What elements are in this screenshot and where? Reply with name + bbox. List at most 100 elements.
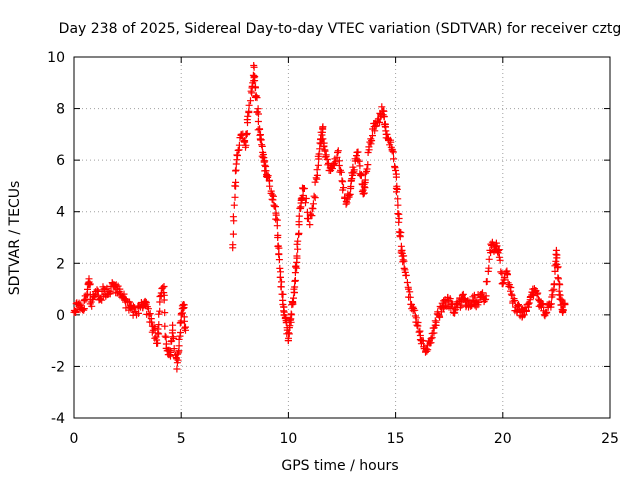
data-point-marker (254, 118, 262, 125)
data-point-marker (432, 321, 440, 329)
data-point-marker (306, 221, 314, 229)
data-point-marker (155, 321, 163, 329)
data-point-marker (161, 332, 169, 340)
data-point-marker (321, 146, 329, 154)
data-point-marker (144, 305, 152, 313)
data-point-marker (98, 296, 106, 304)
data-point-marker (287, 318, 295, 326)
data-point-marker (146, 310, 154, 318)
data-point-marker (284, 337, 292, 345)
data-point-marker (504, 271, 511, 279)
data-point-marker (347, 176, 355, 184)
data-point-marker (400, 257, 408, 265)
data-point-marker (399, 256, 407, 264)
x-tick-label: 10 (279, 431, 297, 447)
data-point-marker (530, 292, 537, 299)
data-point-marker (291, 277, 299, 284)
data-point-marker (390, 155, 398, 163)
axis-ticks (73, 56, 611, 419)
data-point-marker (543, 308, 551, 316)
data-point-marker (272, 211, 280, 219)
data-point-marker (295, 212, 303, 220)
plot-frame (73, 56, 611, 419)
y-tick-label: 10 (47, 50, 65, 66)
data-point-marker (242, 141, 250, 149)
data-point-marker (258, 141, 266, 149)
data-point-marker (289, 298, 296, 306)
data-point-marker (299, 192, 307, 199)
data-point-marker (167, 348, 175, 356)
data-point-marker (479, 289, 486, 297)
data-point-marker (460, 295, 468, 303)
data-point-marker (485, 264, 493, 272)
data-point-marker (392, 167, 400, 174)
chart-title: Day 238 of 2025, Sidereal Day-to-day VTE… (59, 21, 622, 37)
data-point-marker (232, 178, 240, 186)
data-point-marker (241, 137, 249, 145)
data-point-marker (173, 355, 180, 363)
data-point-marker (154, 325, 162, 333)
data-point-marker (368, 137, 376, 145)
data-point-marker (232, 167, 239, 175)
data-point-marker (145, 311, 153, 319)
data-point-marker (274, 242, 282, 250)
data-point-marker (561, 301, 569, 308)
data-point-marker (272, 203, 279, 211)
data-point-marker (274, 234, 282, 241)
data-point-marker (72, 309, 79, 316)
data-point-marker (229, 241, 237, 249)
data-point-marker (380, 113, 388, 120)
data-point-marker (253, 108, 261, 116)
x-axis-label: GPS time / hours (281, 458, 398, 474)
data-point-marker (231, 193, 239, 201)
data-point-marker (483, 278, 491, 285)
data-point-marker (340, 184, 347, 192)
data-point-marker (436, 312, 443, 320)
data-point-marker (311, 194, 319, 202)
data-point-marker (235, 141, 243, 149)
data-point-marker (393, 185, 401, 193)
data-point-marker (162, 333, 170, 341)
data-point-marker (534, 289, 542, 297)
data-point-marker (131, 304, 139, 312)
data-point-marker (150, 323, 158, 331)
y-tick-label: 6 (56, 153, 65, 169)
data-point-marker (135, 309, 142, 317)
data-point-marker (159, 284, 167, 292)
data-point-marker (303, 208, 311, 216)
data-point-marker (275, 256, 283, 264)
data-point-marker (179, 309, 186, 317)
data-point-marker (554, 263, 562, 271)
data-point-marker (280, 308, 288, 316)
data-point-marker (266, 182, 274, 190)
data-point-marker (154, 339, 162, 347)
data-point-marker (322, 151, 330, 159)
x-tick-labels: 0 5 10 15 20 25 (70, 431, 619, 447)
data-point-marker (415, 328, 423, 336)
data-point-marker (80, 305, 88, 313)
data-point-marker (180, 304, 188, 312)
x-tick-label: 15 (387, 431, 405, 447)
data-point-marker (331, 158, 339, 166)
data-point-marker (400, 264, 408, 272)
data-point-marker (495, 246, 503, 254)
data-point-marker (542, 310, 550, 318)
data-point-marker (376, 118, 384, 126)
data-point-marker (267, 187, 275, 195)
data-point-marker (310, 192, 318, 200)
data-point-marker (293, 252, 301, 260)
data-point-marker (354, 156, 362, 164)
data-point-marker (253, 94, 261, 102)
data-point-marker (366, 138, 374, 146)
data-point-marker (175, 342, 183, 350)
data-point-marker (395, 210, 403, 218)
data-point-marker (411, 306, 419, 314)
data-markers (70, 62, 569, 373)
data-point-marker (234, 152, 241, 159)
data-point-marker (394, 195, 402, 203)
data-point-marker (469, 293, 477, 301)
y-tick-label: 8 (56, 102, 65, 118)
data-point-marker (555, 275, 562, 283)
data-point-marker (247, 97, 254, 105)
